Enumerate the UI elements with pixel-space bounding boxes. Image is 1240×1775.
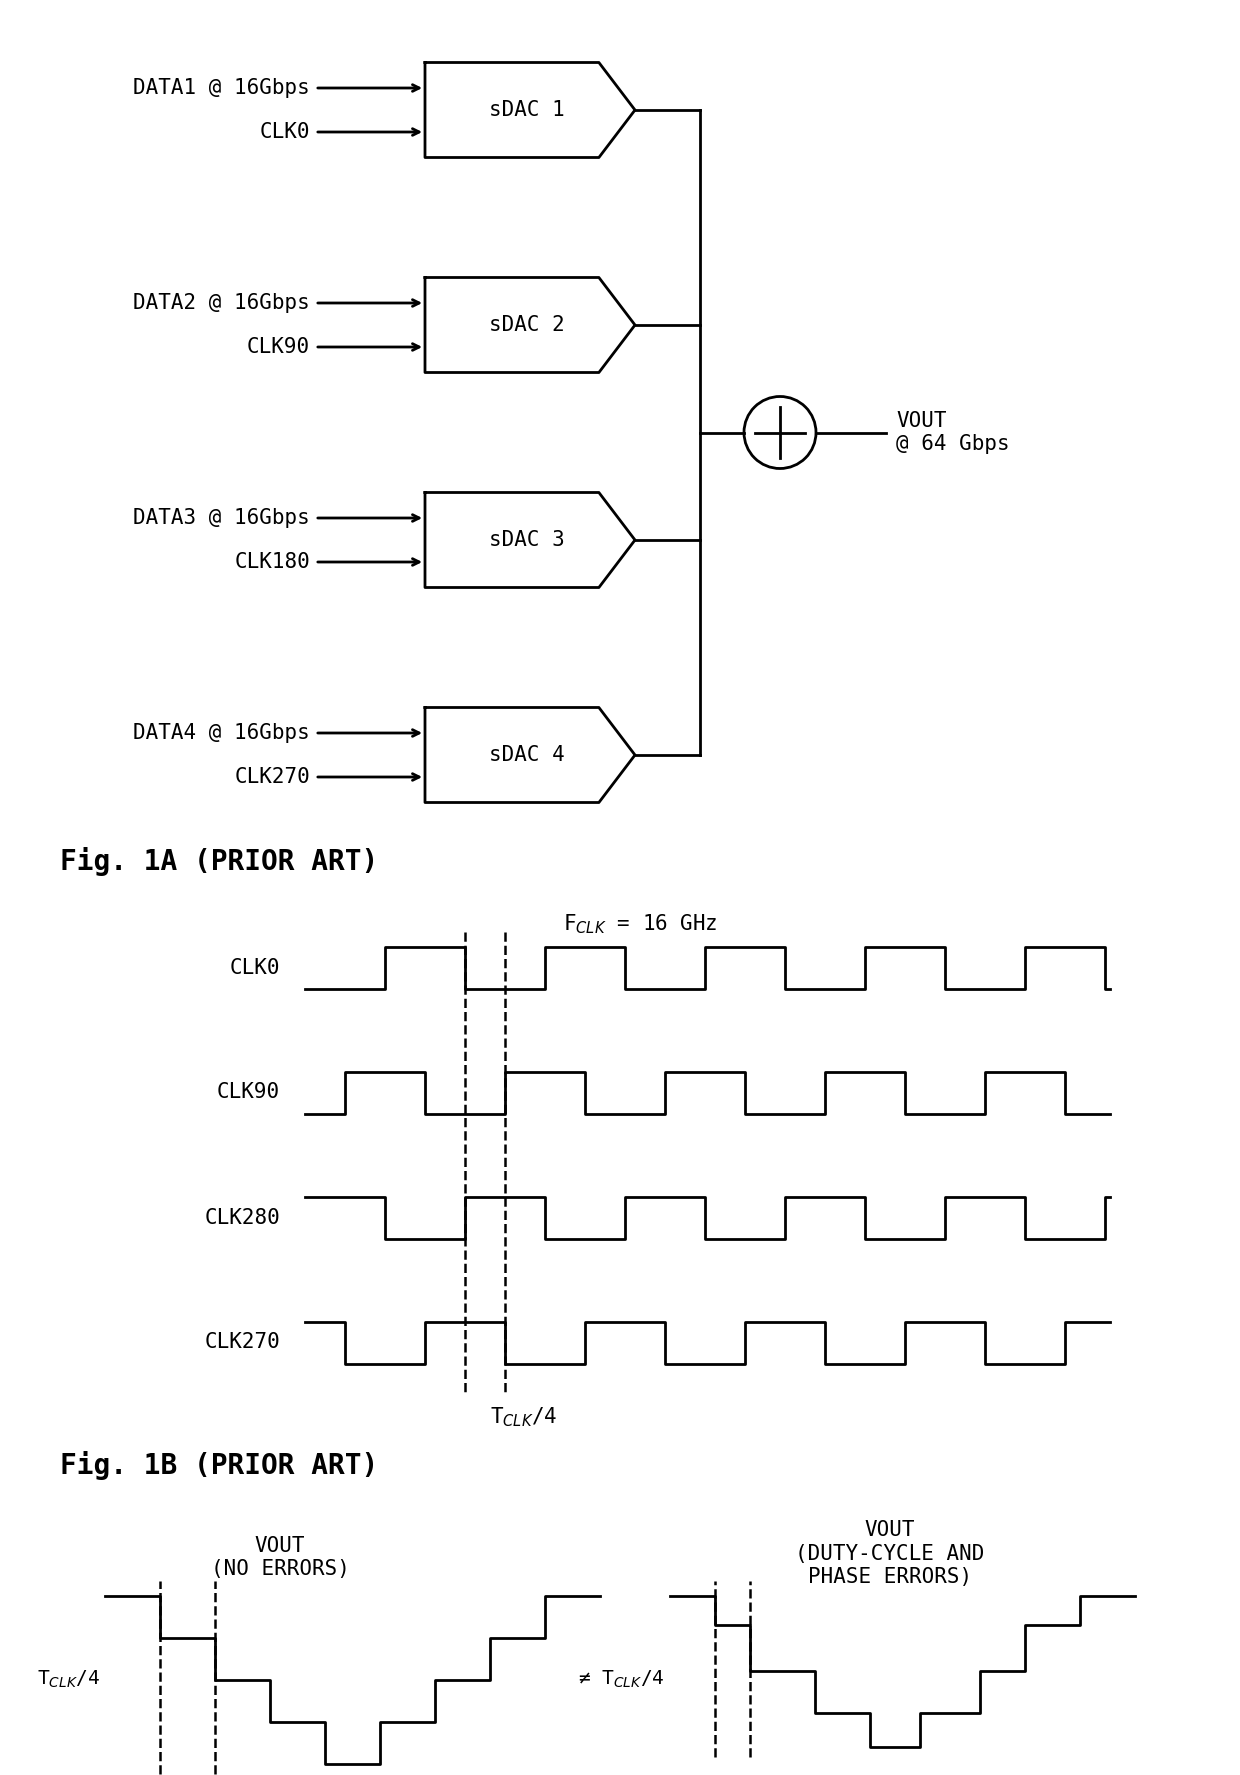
Text: sDAC 3: sDAC 3 — [489, 531, 564, 550]
Text: CLK90: CLK90 — [247, 337, 310, 357]
Text: DATA3 @ 16Gbps: DATA3 @ 16Gbps — [133, 508, 310, 527]
Text: sDAC 2: sDAC 2 — [489, 314, 564, 335]
Text: CLK0: CLK0 — [259, 122, 310, 142]
Text: CLK0: CLK0 — [229, 957, 280, 978]
Text: sDAC 1: sDAC 1 — [489, 99, 564, 121]
Text: VOUT
(DUTY-CYCLE AND
PHASE ERRORS): VOUT (DUTY-CYCLE AND PHASE ERRORS) — [795, 1521, 985, 1587]
Text: VOUT
(NO ERRORS): VOUT (NO ERRORS) — [211, 1535, 350, 1578]
Text: T$_{CLK}$/4: T$_{CLK}$/4 — [37, 1668, 100, 1690]
Text: ≠ T$_{CLK}$/4: ≠ T$_{CLK}$/4 — [578, 1668, 665, 1690]
Text: CLK270: CLK270 — [234, 767, 310, 786]
Text: DATA4 @ 16Gbps: DATA4 @ 16Gbps — [133, 722, 310, 744]
Text: CLK270: CLK270 — [205, 1333, 280, 1353]
Text: DATA2 @ 16Gbps: DATA2 @ 16Gbps — [133, 293, 310, 312]
Text: VOUT
@ 64 Gbps: VOUT @ 64 Gbps — [897, 410, 1009, 454]
Text: Fig. 1B (PRIOR ART): Fig. 1B (PRIOR ART) — [60, 1450, 378, 1480]
Text: CLK280: CLK280 — [205, 1207, 280, 1228]
Text: Fig. 1A (PRIOR ART): Fig. 1A (PRIOR ART) — [60, 847, 378, 877]
Text: DATA1 @ 16Gbps: DATA1 @ 16Gbps — [133, 78, 310, 98]
Text: sDAC 4: sDAC 4 — [489, 746, 564, 765]
Text: CLK180: CLK180 — [234, 552, 310, 572]
Text: F$_{CLK}$ = 16 GHz: F$_{CLK}$ = 16 GHz — [563, 912, 717, 935]
Text: T$_{CLK}$/4: T$_{CLK}$/4 — [490, 1406, 558, 1429]
Text: CLK90: CLK90 — [217, 1083, 280, 1102]
